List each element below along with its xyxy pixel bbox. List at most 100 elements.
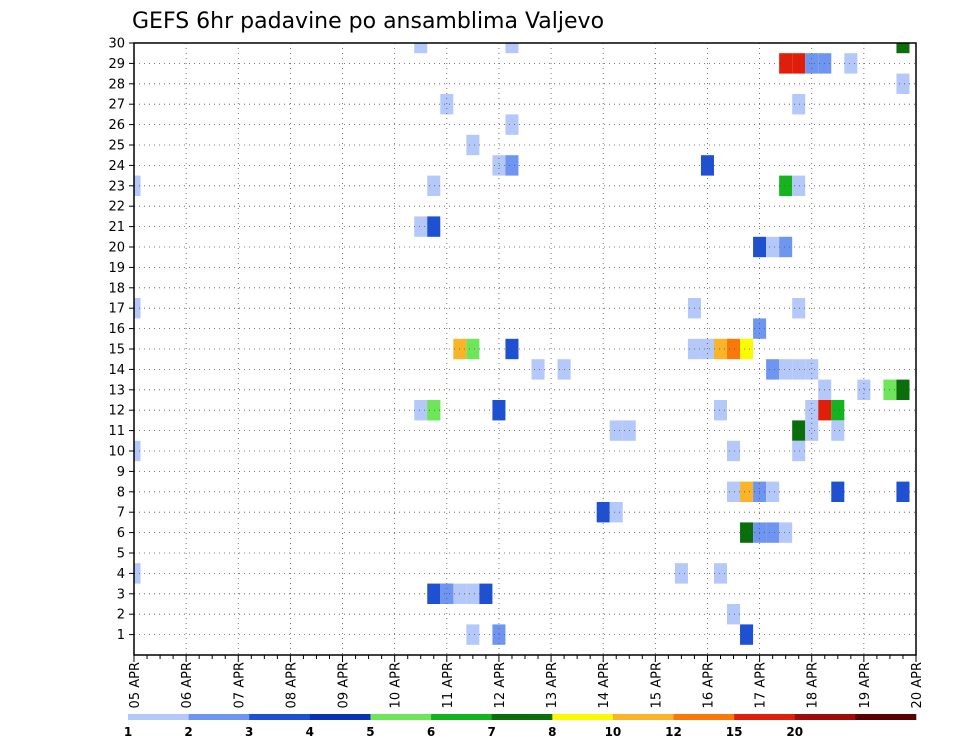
heatmap-cell bbox=[792, 420, 806, 441]
x-tick-label: 15 APR bbox=[649, 662, 664, 708]
y-tick-label: 10 bbox=[108, 445, 125, 460]
heatmap-cell bbox=[505, 155, 519, 176]
colorbar-label: 15 bbox=[726, 725, 743, 739]
y-tick-label: 16 bbox=[108, 322, 125, 337]
y-tick-label: 28 bbox=[108, 77, 125, 92]
x-tick-label: 14 APR bbox=[597, 662, 612, 708]
heatmap-cell bbox=[792, 53, 806, 74]
heatmap-cell bbox=[740, 481, 754, 502]
colorbar-swatch bbox=[673, 714, 735, 720]
heatmap-cell bbox=[505, 114, 519, 135]
colorbar-label: 5 bbox=[366, 725, 374, 739]
heatmap-cell bbox=[505, 43, 519, 54]
colorbar-label: 3 bbox=[245, 725, 253, 739]
y-tick-label: 15 bbox=[108, 343, 125, 358]
colorbar-swatch bbox=[431, 714, 492, 720]
y-tick-label: 9 bbox=[117, 465, 125, 480]
heatmap-cell bbox=[805, 359, 819, 380]
x-tick-label: 10 APR bbox=[389, 662, 404, 708]
heatmap-cell bbox=[134, 298, 141, 319]
x-tick-label: 07 APR bbox=[232, 662, 247, 708]
colorbar: 1 2 3 4 5 6 7 8 10 12 15 20 bbox=[124, 714, 917, 739]
colorbar-swatch bbox=[491, 714, 553, 720]
y-tick-label: 13 bbox=[108, 383, 125, 398]
colorbar-swatch bbox=[370, 714, 432, 720]
heatmap-cell bbox=[427, 216, 441, 237]
heatmap-cell bbox=[713, 338, 728, 360]
y-tick-label: 30 bbox=[108, 37, 125, 52]
y-tick-label: 18 bbox=[108, 281, 125, 296]
x-tick-label: 05 APR bbox=[128, 662, 143, 708]
heatmap-cell bbox=[466, 338, 480, 360]
y-tick-label: 25 bbox=[108, 139, 125, 154]
heatmap-cell bbox=[766, 481, 780, 502]
colorbar-label: 6 bbox=[427, 725, 435, 739]
colorbar-label: 1 bbox=[124, 725, 132, 739]
x-tick-label: 17 APR bbox=[754, 662, 769, 708]
heatmap-cell bbox=[492, 155, 506, 176]
y-tick-label: 21 bbox=[108, 220, 125, 235]
heatmap-cell bbox=[831, 400, 845, 421]
heatmap-cell bbox=[792, 359, 806, 380]
heatmap-cells bbox=[134, 43, 910, 645]
x-tick-label: 08 APR bbox=[284, 662, 299, 708]
heatmap-cell bbox=[700, 155, 714, 176]
colorbar-label: 2 bbox=[184, 725, 192, 739]
heatmap-cell bbox=[792, 175, 806, 196]
heatmap-cell bbox=[414, 43, 428, 54]
colorbar-label: 8 bbox=[548, 725, 556, 739]
y-tick-label: 20 bbox=[108, 241, 125, 256]
heatmap-cell bbox=[896, 43, 910, 54]
colorbar-swatch bbox=[794, 714, 856, 720]
heatmap-cell bbox=[792, 94, 806, 115]
heatmap-cell bbox=[896, 73, 910, 94]
heatmap-cell bbox=[466, 134, 480, 156]
heatmap-cell bbox=[740, 338, 754, 360]
colorbar-swatch bbox=[188, 714, 250, 720]
colorbar-swatch bbox=[612, 714, 674, 720]
y-tick-label: 6 bbox=[117, 526, 125, 541]
heatmap-cell bbox=[427, 175, 441, 196]
x-tick-label: 20 APR bbox=[910, 662, 925, 708]
colorbar-label: 20 bbox=[786, 725, 803, 739]
heatmap-cell bbox=[492, 624, 506, 645]
heatmap-cell bbox=[440, 94, 454, 115]
colorbar-swatch bbox=[128, 714, 189, 720]
x-tick-label: 09 APR bbox=[337, 662, 352, 708]
heatmap-cell bbox=[134, 563, 141, 584]
heatmap-cell bbox=[805, 400, 819, 421]
y-tick-label: 3 bbox=[117, 587, 125, 602]
heatmap-cell bbox=[466, 583, 480, 604]
colorbar-swatch bbox=[309, 714, 371, 720]
heatmap-cell bbox=[505, 338, 519, 360]
colorbar-swatch bbox=[734, 714, 796, 720]
y-tick-label: 27 bbox=[108, 98, 125, 113]
y-tick-label: 4 bbox=[117, 567, 125, 582]
heatmap-cell bbox=[857, 379, 871, 400]
x-tick-label: 12 APR bbox=[493, 662, 508, 708]
heatmap-cell bbox=[713, 563, 728, 584]
colorbar-swatch bbox=[249, 714, 311, 720]
heatmap-cell bbox=[831, 481, 845, 502]
colorbar-label: 4 bbox=[306, 725, 314, 739]
heatmap-cell bbox=[844, 53, 858, 74]
heatmap-cell bbox=[831, 420, 845, 441]
y-tick-label: 1 bbox=[117, 628, 125, 643]
heatmap-cell bbox=[727, 604, 741, 625]
heatmap-cell bbox=[414, 216, 428, 237]
heatmap-cell bbox=[609, 502, 623, 523]
heatmap-cell bbox=[779, 359, 793, 380]
y-tick-label: 26 bbox=[108, 118, 125, 133]
y-tick-label: 19 bbox=[108, 261, 125, 276]
heatmap-cell bbox=[713, 400, 728, 421]
heatmap-cell bbox=[531, 359, 545, 380]
heatmap-cell bbox=[134, 175, 141, 196]
heatmap-cell bbox=[427, 583, 441, 604]
heatmap-cell bbox=[896, 481, 910, 502]
x-tick-label: 19 APR bbox=[858, 662, 873, 708]
x-tick-label: 11 APR bbox=[441, 662, 456, 708]
heatmap-cell bbox=[792, 298, 806, 319]
heatmap-cell bbox=[414, 400, 428, 421]
colorbar-label: 12 bbox=[665, 725, 682, 739]
